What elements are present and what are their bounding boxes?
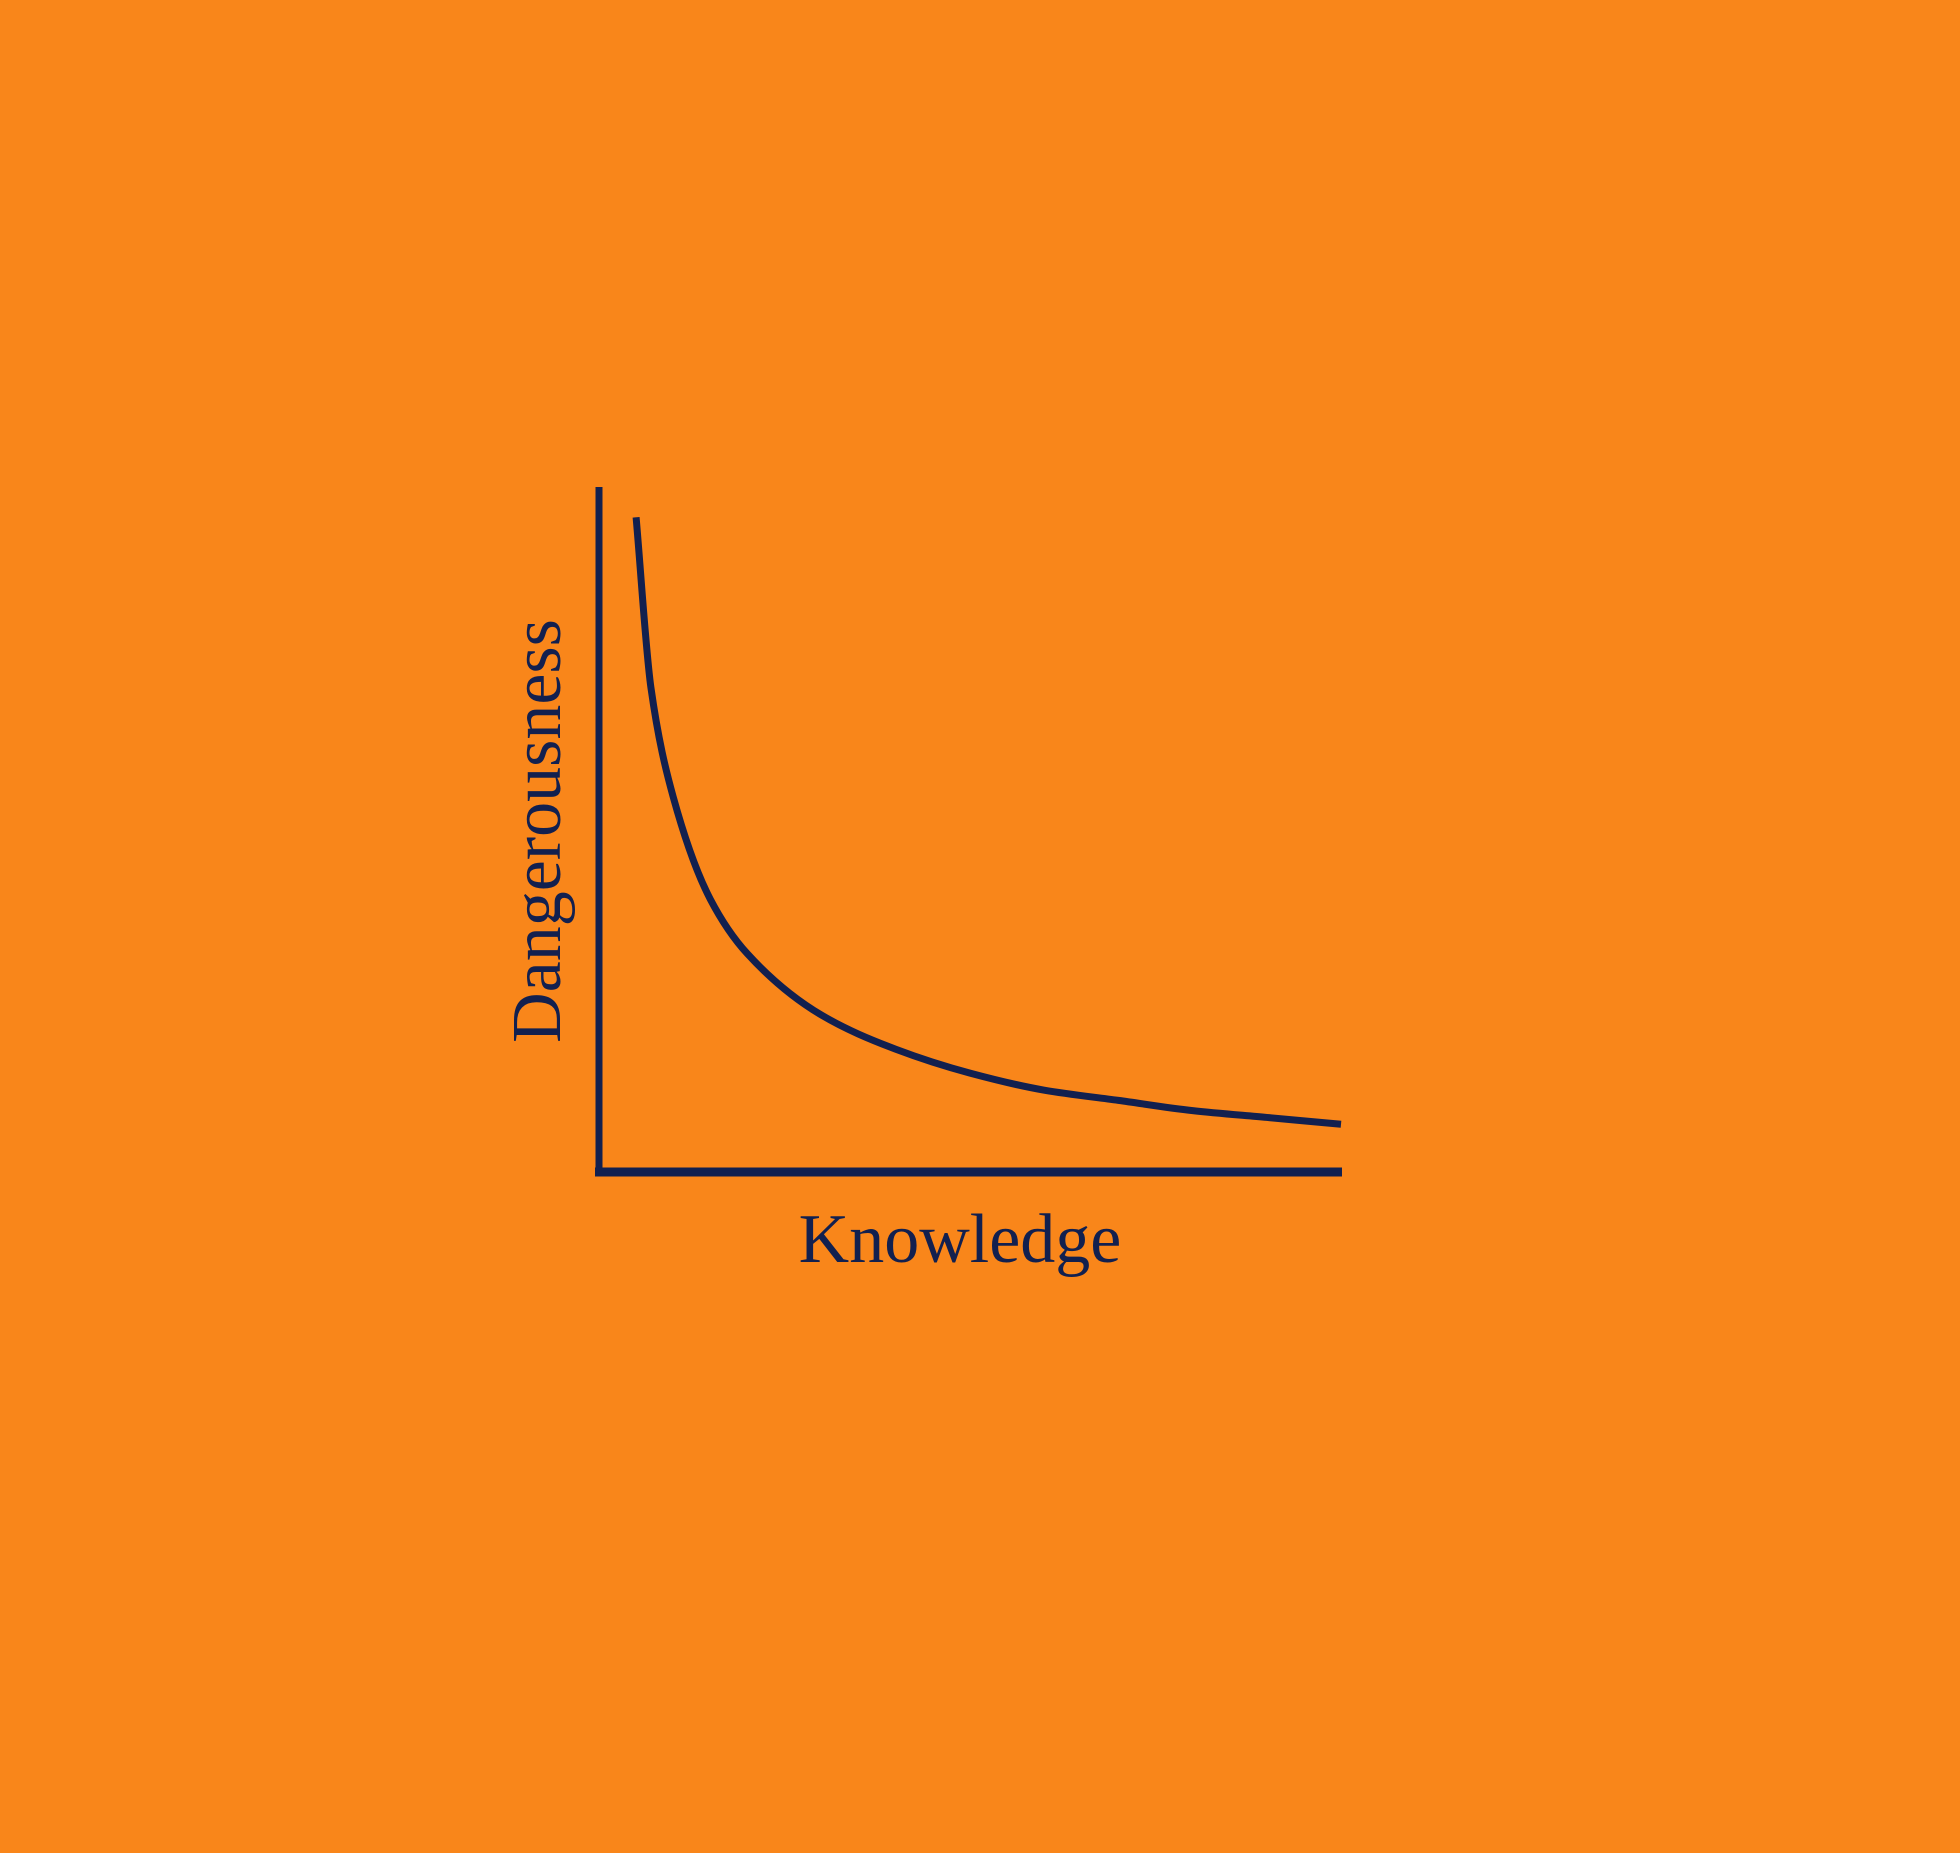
x-axis-label: Knowledge (799, 1201, 1122, 1278)
series-line-0 (632, 516, 1342, 1128)
y-axis-label: Dangerousness (499, 619, 576, 1043)
series-group (632, 516, 1342, 1128)
